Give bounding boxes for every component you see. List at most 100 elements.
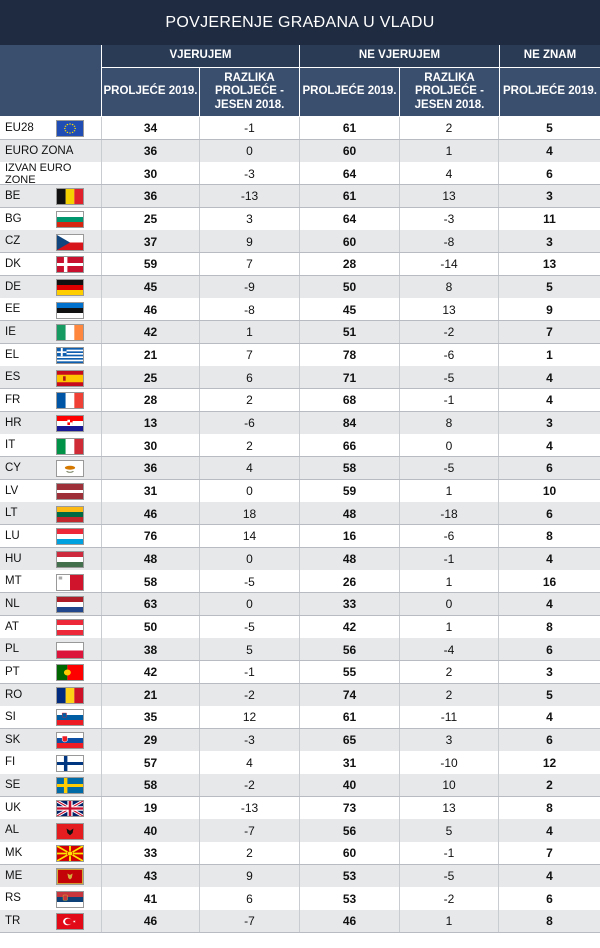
row-label-cell: IE: [0, 320, 102, 344]
table-cell: -2: [400, 887, 499, 911]
cz-flag-icon: [56, 233, 84, 251]
table-cell: -13: [200, 184, 300, 208]
table-row: EU28 34 -1 61 2 5: [0, 117, 600, 140]
es-flag-icon: [56, 369, 84, 387]
row-label: UK: [5, 801, 21, 814]
table-cell: 56: [300, 638, 400, 661]
table-cell: 40: [102, 819, 200, 843]
table-cell: 5: [200, 638, 300, 661]
row-label-cell: HU: [0, 547, 102, 571]
table-cell: -1: [400, 388, 499, 412]
table-cell: 33: [102, 842, 200, 865]
table-cell: 28: [102, 388, 200, 412]
table-cell: 46: [102, 910, 200, 933]
row-label: RS: [5, 892, 21, 905]
table-cell: 5: [546, 687, 553, 702]
table-cell: 13: [400, 298, 499, 321]
table-cell: 11: [543, 211, 556, 226]
table-cell: 0: [200, 479, 300, 503]
table-cell: 61: [300, 184, 400, 208]
table-row: MK 33 2 60 -1 7: [0, 842, 600, 865]
table-cell: 1: [400, 139, 499, 163]
row-label-cell: NL: [0, 592, 102, 616]
table-cell: -5: [200, 570, 300, 593]
table-cell: 4: [400, 162, 499, 185]
table-cell: 45: [300, 298, 400, 321]
row-label-cell: ME: [0, 864, 102, 888]
lu-flag-icon: [56, 528, 84, 546]
me-flag-icon: [56, 868, 84, 886]
table-row: MT 58 -5 26 1 16: [0, 570, 600, 593]
ro-flag-icon: [56, 686, 84, 704]
row-label-cell: CY: [0, 456, 102, 480]
row-label-cell: FI: [0, 751, 102, 775]
table-cell: 46: [102, 502, 200, 525]
row-label-cell: UK: [0, 796, 102, 820]
header-corner: [0, 45, 101, 116]
header-group-ne-znam: NE ZNAM: [500, 45, 600, 67]
header-sub-3: PROLJEĆE 2019.: [300, 68, 399, 116]
row-label: LT: [5, 507, 18, 520]
row-label: BG: [5, 212, 22, 225]
table-row: FR 28 2 68 -1 4: [0, 388, 600, 412]
table-cell: 9: [546, 302, 553, 317]
table-row: HR 13 -6 84 8 3: [0, 411, 600, 435]
table-row: NL 63 0 33 0 4: [0, 592, 600, 616]
table-cell: 6: [200, 887, 300, 911]
mk-flag-icon: [56, 845, 84, 863]
table-cell: 68: [300, 388, 400, 412]
table-cell: 64: [300, 207, 400, 231]
row-label: AT: [5, 620, 19, 633]
table-cell: 31: [300, 751, 400, 775]
table-cell: 8: [546, 801, 553, 816]
table-cell: 10: [542, 483, 557, 498]
table-cell: 36: [102, 184, 200, 208]
nl-flag-icon: [56, 596, 84, 614]
table-cell: 56: [300, 819, 400, 843]
table-cell: 71: [300, 366, 400, 389]
table-cell: 48: [300, 547, 400, 571]
row-label-cell: MK: [0, 842, 102, 865]
row-label-cell: AT: [0, 615, 102, 639]
row-label-cell: LU: [0, 524, 102, 548]
row-label-cell: LT: [0, 502, 102, 525]
table-cell: -5: [200, 615, 300, 639]
row-label-cell: AL: [0, 819, 102, 843]
table-cell: -2: [200, 683, 300, 707]
row-label-cell: EE: [0, 298, 102, 321]
table-cell: 35: [102, 706, 200, 729]
table-cell: 46: [102, 298, 200, 321]
table-cell: 4: [546, 869, 553, 884]
row-label: IT: [5, 439, 16, 452]
table-cell: -7: [200, 910, 300, 933]
table-cell: 3: [546, 665, 553, 680]
table-cell: 19: [102, 796, 200, 820]
table-cell: 43: [102, 864, 200, 888]
be-flag-icon: [56, 188, 84, 206]
hu-flag-icon: [56, 550, 84, 568]
table-cell: 50: [102, 615, 200, 639]
row-label: SE: [5, 779, 21, 792]
table-cell: 40: [300, 774, 400, 797]
row-divider: [0, 932, 600, 934]
header-group-vjerujem: VJERUJEM: [102, 45, 299, 67]
fi-flag-icon: [56, 754, 84, 772]
table-row: ME 43 9 53 -5 4: [0, 864, 600, 888]
table-cell: 13: [102, 411, 200, 435]
row-label-cell: DK: [0, 252, 102, 276]
uk-flag-icon: [56, 800, 84, 818]
table-row: SK 29 -3 65 3 6: [0, 728, 600, 752]
table-cell: -14: [400, 252, 499, 276]
row-label: MK: [5, 847, 23, 860]
table-cell: 0: [200, 547, 300, 571]
row-label-cell: SI: [0, 706, 102, 729]
row-label: IZVAN EURO ZONE: [5, 161, 72, 186]
table-cell: 1: [400, 615, 499, 639]
table-row: PL 38 5 56 -4 6: [0, 638, 600, 661]
table-row: ES 25 6 71 -5 4: [0, 366, 600, 389]
dk-flag-icon: [56, 256, 84, 274]
table-cell: 28: [300, 252, 400, 276]
table-cell: 6: [546, 891, 553, 906]
row-label: RO: [5, 688, 23, 701]
row-label-cell: EU28: [0, 117, 102, 140]
